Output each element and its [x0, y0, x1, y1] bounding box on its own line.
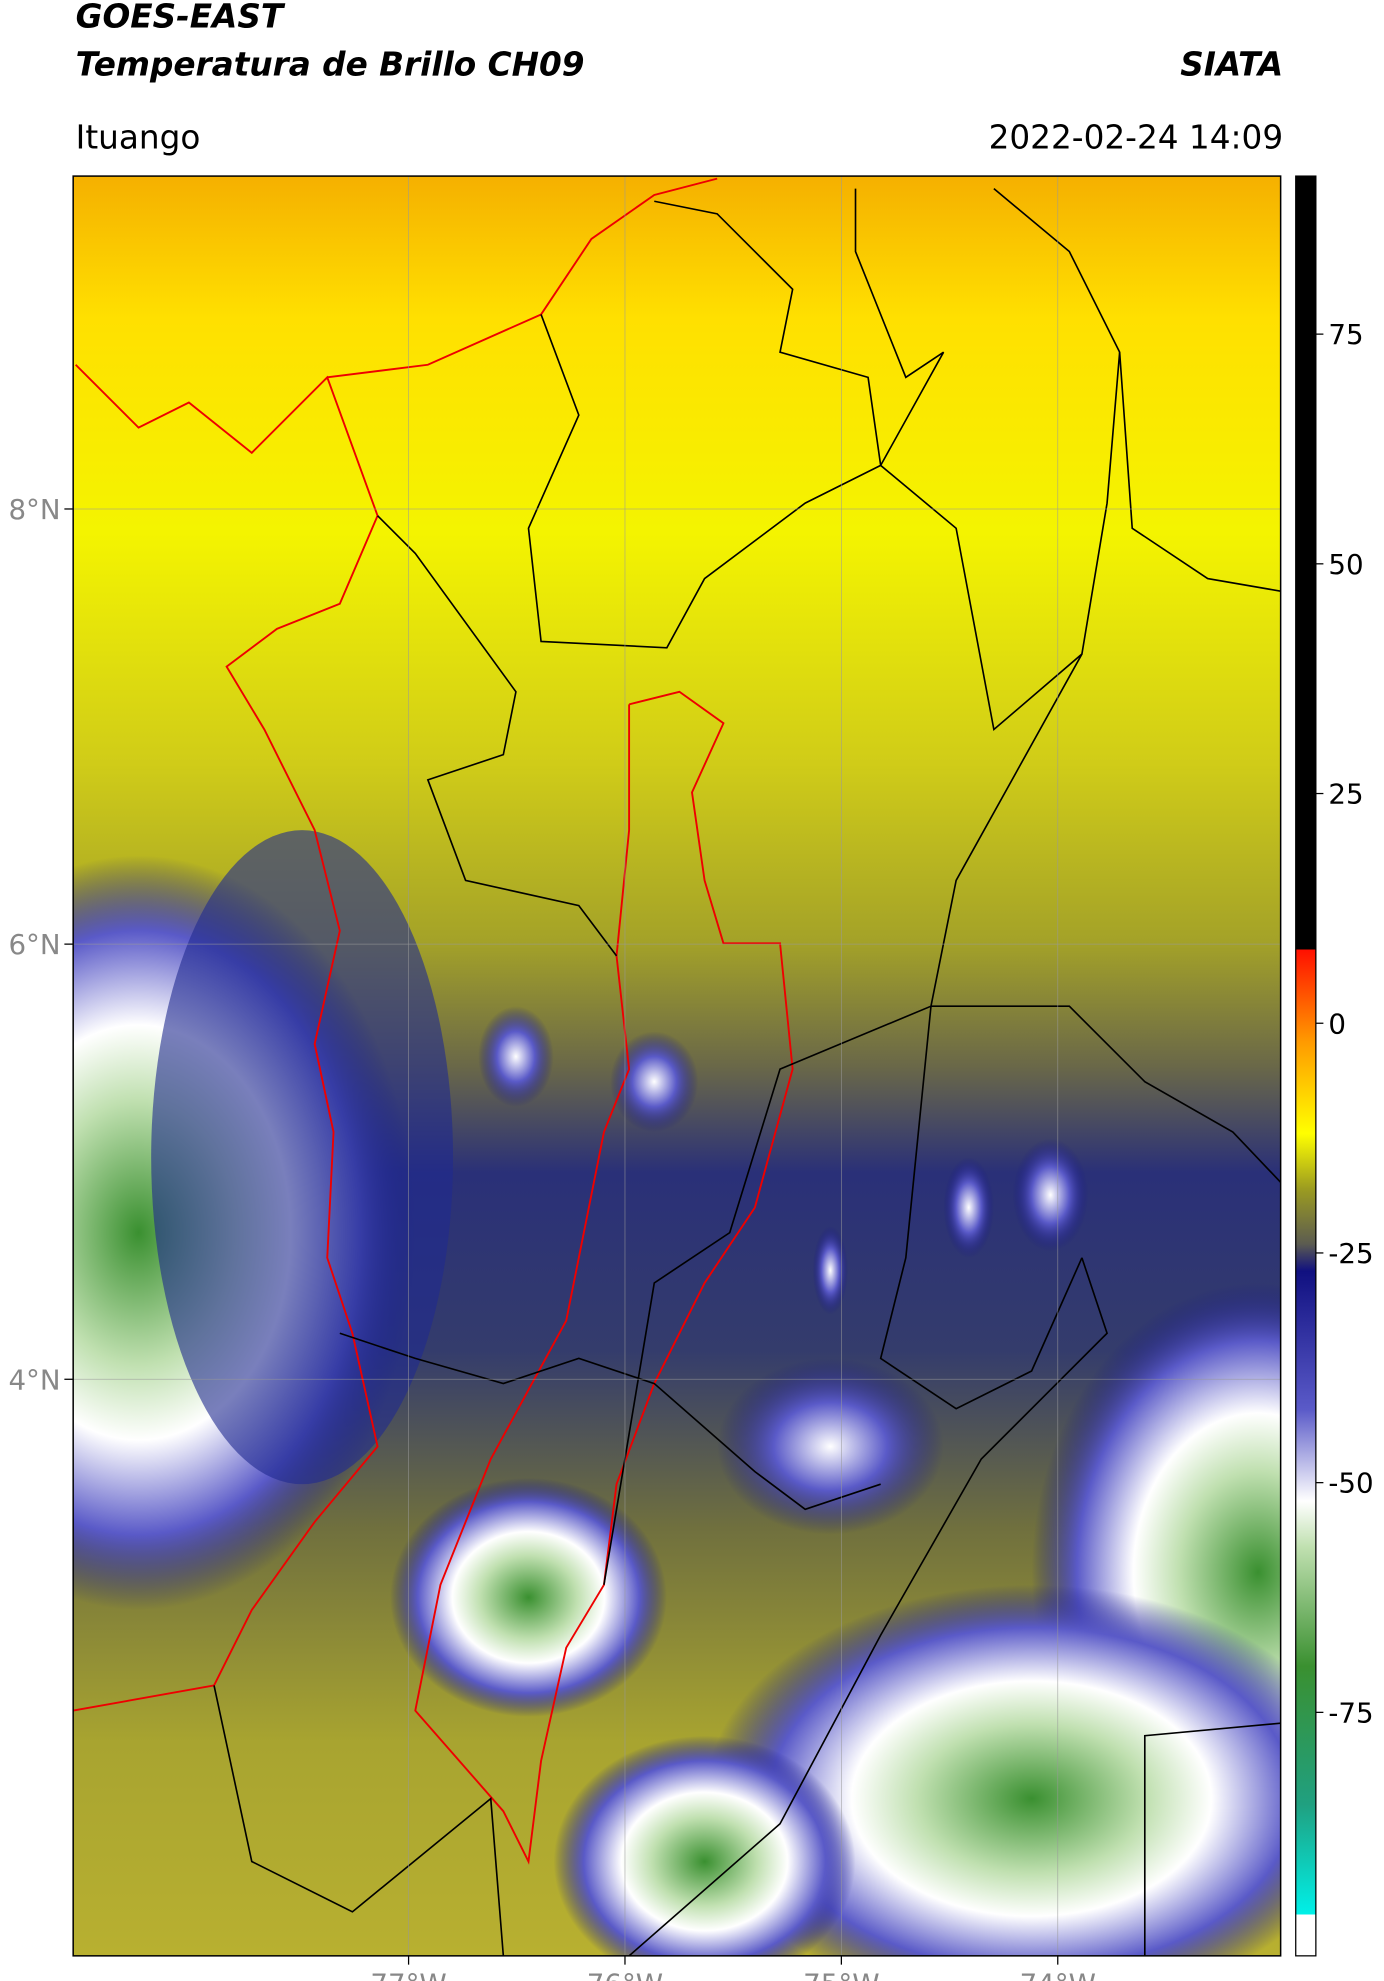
y-tick-label: 4°N [8, 1363, 60, 1396]
colorbar-tick-label: 25 [1328, 778, 1363, 811]
colorbar [1295, 176, 1316, 1956]
y-tick-label: 6°N [8, 928, 60, 961]
subtitle: Temperatura de Brillo CH09 [76, 45, 585, 83]
colorbar-tick-label: 50 [1328, 548, 1363, 581]
map-frame [72, 175, 1282, 1957]
location: Ituango [76, 118, 201, 156]
colorbar-tick-label: 75 [1328, 318, 1363, 351]
x-tick-label: 76°W [587, 1968, 663, 1981]
x-tick-label: 77°W [370, 1968, 446, 1981]
colorbar-tick-label: 0 [1328, 1007, 1346, 1040]
satellite-image [73, 176, 1281, 1956]
colorbar-tick-label: -25 [1328, 1237, 1373, 1270]
brand: SIATA [1180, 45, 1283, 83]
x-tick-label: 74°W [1020, 1968, 1096, 1981]
x-tick-label: 75°W [803, 1968, 879, 1981]
colorbar-frame [1295, 175, 1317, 1957]
datetime: 2022-02-24 14:09 [989, 118, 1284, 156]
title: GOES-EAST [76, 0, 286, 36]
colorbar-tick-label: -50 [1328, 1467, 1373, 1500]
y-tick-label: 8°N [8, 493, 60, 526]
map-axes: 77°W 76°W 75°W 74°W 4°N 6°N 8°N [8, 176, 1281, 1981]
colorbar-tick-label: -75 [1328, 1696, 1373, 1729]
